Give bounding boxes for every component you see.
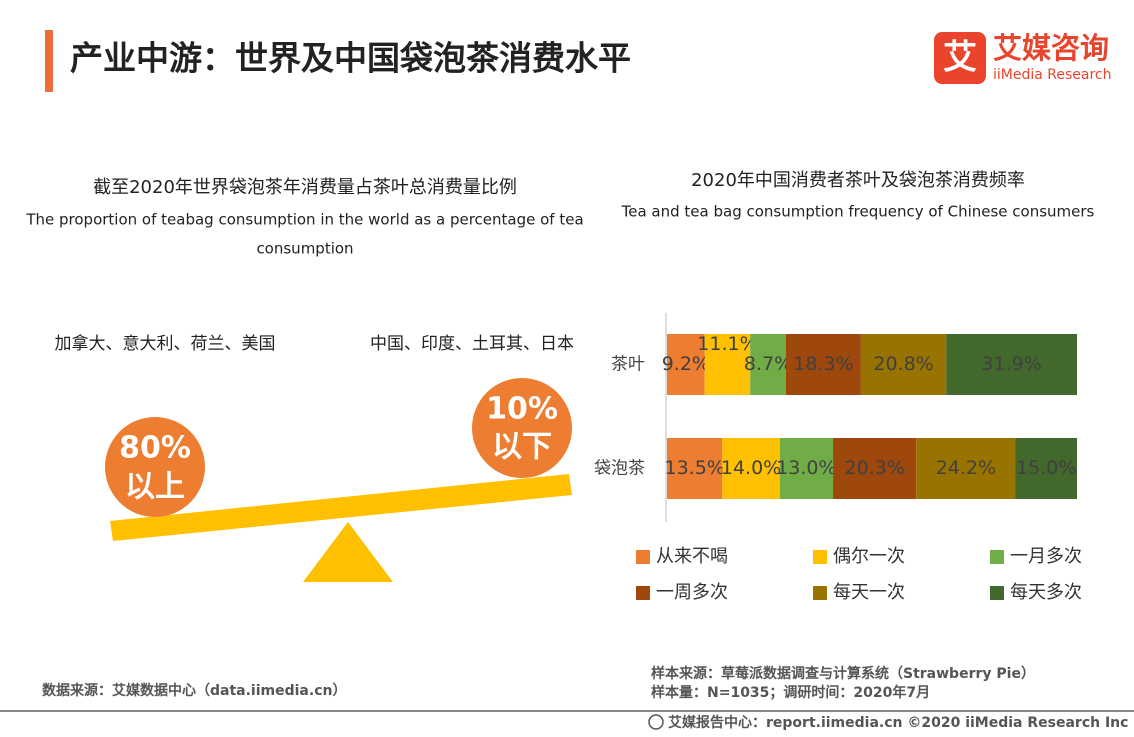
left-subtitle: consumption bbox=[256, 240, 353, 258]
data-label: 20.3% bbox=[844, 457, 904, 479]
bar-segment bbox=[785, 334, 861, 395]
legend-label: 从来不喝 bbox=[656, 546, 728, 567]
share-qualifier: 以下 bbox=[492, 430, 552, 465]
legend-swatch bbox=[990, 550, 1004, 564]
data-label: 8.7% bbox=[744, 353, 792, 375]
chart-subtitle: Tea and tea bag consumption frequency of… bbox=[621, 203, 1095, 221]
share-circle bbox=[105, 417, 205, 517]
category-label: 袋泡茶 bbox=[594, 459, 645, 479]
scale-pivot bbox=[303, 522, 393, 582]
legend-label: 每天一次 bbox=[833, 582, 905, 603]
bar-segment bbox=[916, 438, 1016, 499]
data-label: 13.0% bbox=[776, 457, 836, 479]
bar-segment bbox=[722, 438, 780, 499]
data-label: 20.8% bbox=[873, 353, 933, 375]
left-title: 截至2020年世界袋泡茶年消费量占茶叶总消费量比例 bbox=[93, 177, 517, 198]
legend-swatch bbox=[636, 550, 650, 564]
group-countries: 中国、印度、土耳其、日本 bbox=[370, 334, 574, 354]
scale-beam bbox=[110, 474, 572, 541]
logo-sub: iiMedia Research bbox=[993, 67, 1112, 83]
legend-swatch bbox=[636, 586, 650, 600]
legend-label: 偶尔一次 bbox=[833, 546, 905, 567]
page-title: 产业中游：世界及中国袋泡茶消费水平 bbox=[70, 39, 631, 78]
bar-segment bbox=[750, 334, 786, 395]
legend-swatch bbox=[813, 550, 827, 564]
copyright: 艾媒报告中心：report.iimedia.cn ©2020 iiMedia R… bbox=[668, 714, 1128, 731]
bar-segment bbox=[833, 438, 917, 499]
logo-name: 艾媒咨询 bbox=[993, 31, 1109, 65]
source: 数据来源：艾媒数据中心（data.iimedia.cn） bbox=[42, 682, 346, 699]
data-label: 9.2% bbox=[662, 353, 710, 375]
bar-segment bbox=[704, 334, 751, 395]
bar-segment bbox=[1015, 438, 1077, 499]
bar-segment bbox=[667, 438, 723, 499]
share-qualifier: 以上 bbox=[125, 470, 185, 505]
title-accent bbox=[45, 30, 53, 92]
category-label: 茶叶 bbox=[611, 355, 645, 375]
bar-chart: 茶叶 9.2%11.1%8.7% 18.3% 20.8% 31.9% 袋泡茶 13.5%14… bbox=[594, 333, 1082, 603]
bar-segment bbox=[779, 438, 834, 499]
legend-label: 每天多次 bbox=[1010, 582, 1082, 603]
left-subtitle: The proportion of teabag consumption in … bbox=[25, 211, 583, 229]
sample-source: 样本来源：草莓派数据调查与计算系统（Strawberry Pie） bbox=[651, 665, 1035, 682]
logo-icon bbox=[934, 32, 986, 84]
data-label: 14.0% bbox=[721, 457, 781, 479]
legend-label: 一周多次 bbox=[656, 582, 728, 603]
data-label: 31.9% bbox=[981, 353, 1041, 375]
data-label: 18.3% bbox=[793, 353, 853, 375]
sample-size: 样本量：N=1035；调研时间：2020年7月 bbox=[651, 684, 930, 701]
share-value: 10% bbox=[486, 392, 558, 427]
legend-swatch bbox=[813, 586, 827, 600]
share-circle bbox=[472, 378, 572, 478]
data-label: 15.0% bbox=[1016, 457, 1076, 479]
group-countries: 加拿大、意大利、荷兰、美国 bbox=[55, 333, 276, 354]
bar-segment bbox=[946, 334, 1077, 395]
legend-swatch bbox=[990, 586, 1004, 600]
bar-segment bbox=[667, 334, 705, 395]
globe-icon bbox=[648, 714, 664, 730]
bar-segment bbox=[860, 334, 947, 395]
data-label: 13.5% bbox=[664, 457, 724, 479]
data-label: 11.1% bbox=[697, 333, 757, 355]
logo-mark: 艾 bbox=[943, 38, 977, 78]
chart-title: 2020年中国消费者茶叶及袋泡茶消费频率 bbox=[691, 170, 1025, 191]
data-label: 24.2% bbox=[936, 457, 996, 479]
share-value: 80% bbox=[119, 431, 191, 466]
legend-label: 一月多次 bbox=[1010, 546, 1082, 567]
